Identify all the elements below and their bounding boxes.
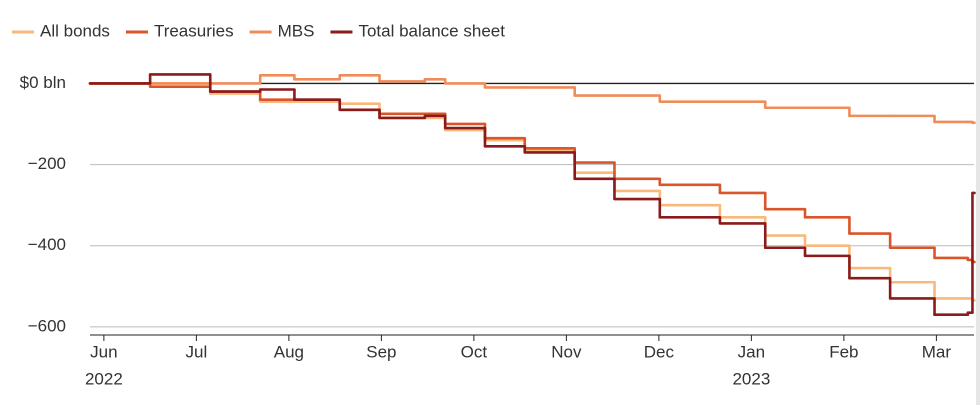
x-tick-label: Jun [90,342,117,361]
x-tick-label: Oct [461,342,488,361]
frame-edge [976,0,980,405]
x-year-label: 2022 [85,369,123,388]
x-tick-label: Jul [186,342,208,361]
x-tick-label: Aug [274,342,304,361]
y-tick-label: −600 [28,316,66,335]
y-tick-label: −400 [28,235,66,254]
x-tick-label: Nov [551,342,582,361]
x-tick-label: Dec [644,342,675,361]
legend-label: Total balance sheet [358,21,505,40]
x-tick-label: Mar [922,342,952,361]
y-tick-label: −200 [28,154,66,173]
y-tick-label: $0 bln [20,73,66,92]
x-tick-label: Feb [829,342,858,361]
x-tick-label: Sep [366,342,396,361]
x-tick-label: Jan [738,342,765,361]
legend-label: Treasuries [154,21,234,40]
legend-label: All bonds [40,21,110,40]
x-year-label: 2023 [732,369,770,388]
legend-label: MBS [278,21,315,40]
